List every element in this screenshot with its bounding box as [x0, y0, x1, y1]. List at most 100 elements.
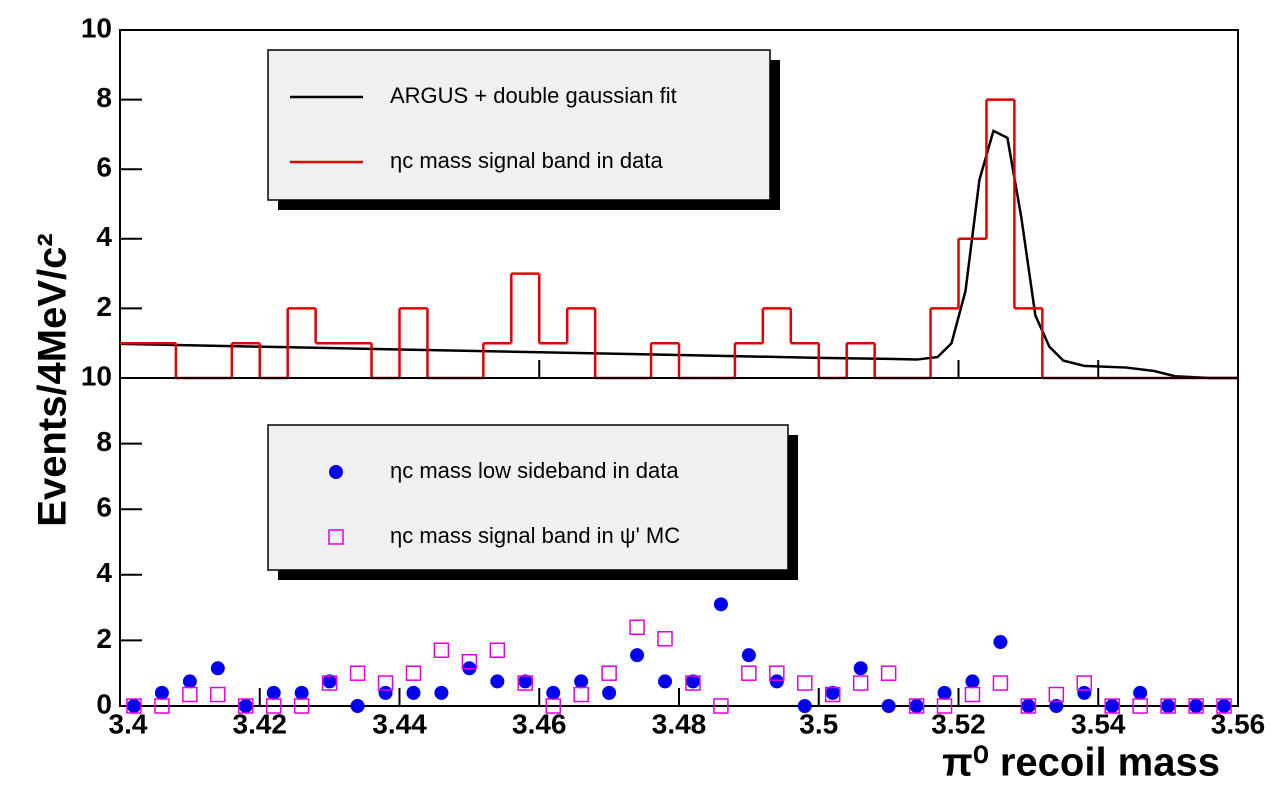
point	[741, 665, 757, 681]
legend-swatch	[328, 529, 344, 545]
y-axis-title: Events/4MeV/c²	[31, 233, 75, 526]
x-tick-label: 3.5	[799, 708, 838, 739]
point	[461, 653, 478, 670]
point	[433, 642, 450, 658]
point	[126, 699, 141, 713]
point	[1161, 699, 1176, 713]
point	[853, 661, 868, 676]
point	[349, 665, 366, 681]
y-tick-label: 10	[81, 12, 112, 43]
point	[294, 685, 309, 700]
point	[1216, 698, 1232, 714]
point	[266, 685, 281, 700]
y-tick-label: 8	[96, 426, 112, 457]
point	[908, 698, 925, 714]
point	[601, 665, 617, 681]
point	[378, 685, 393, 700]
point	[1217, 699, 1232, 713]
y-tick-label: 2	[96, 291, 112, 322]
point	[657, 631, 673, 647]
point	[1104, 698, 1120, 714]
x-tick-label: 3.44	[372, 708, 427, 739]
point	[993, 635, 1008, 650]
point	[713, 597, 728, 612]
legend-label: ηc mass signal band in data	[390, 148, 663, 173]
point	[406, 685, 421, 700]
point	[852, 675, 869, 691]
point	[210, 661, 225, 676]
point	[321, 675, 338, 691]
point	[909, 699, 924, 713]
point	[769, 674, 784, 689]
point	[238, 699, 253, 713]
y-tick-label: 0	[96, 688, 112, 719]
point	[322, 674, 337, 689]
legend	[267, 49, 771, 201]
point	[685, 675, 701, 691]
y-tick-label: 8	[96, 82, 112, 113]
point	[992, 675, 1009, 691]
point	[1020, 698, 1037, 714]
point	[937, 685, 952, 700]
point	[881, 699, 896, 713]
point	[405, 665, 422, 681]
point	[517, 675, 534, 691]
point	[546, 685, 561, 700]
point	[797, 675, 813, 691]
point	[1021, 699, 1036, 713]
point	[685, 674, 700, 689]
point	[573, 686, 589, 703]
legend-swatch	[329, 465, 343, 479]
point	[936, 698, 953, 714]
point	[964, 686, 981, 703]
point	[265, 698, 282, 714]
point	[293, 698, 310, 714]
point	[489, 642, 506, 658]
x-tick-label: 3.48	[652, 708, 707, 739]
point	[1076, 675, 1093, 691]
point	[350, 699, 365, 713]
point	[1189, 699, 1204, 713]
legend-label: ηc mass low sideband in data	[390, 458, 679, 483]
x-axis-title: π⁰ recoil mass	[942, 741, 1220, 785]
point	[825, 685, 840, 700]
point	[1133, 685, 1148, 700]
point	[769, 665, 785, 681]
point	[154, 698, 170, 714]
point	[154, 685, 169, 700]
point	[741, 648, 756, 663]
point	[658, 674, 673, 689]
point	[182, 674, 197, 689]
point	[238, 698, 254, 714]
y-tick-label: 6	[96, 492, 112, 523]
y-tick-label: 4	[96, 221, 112, 252]
point	[713, 698, 729, 714]
y-tick-label: 10	[81, 360, 112, 391]
y-tick-label: 4	[96, 557, 112, 588]
point	[1048, 686, 1065, 703]
y-tick-label: 2	[96, 623, 112, 654]
point	[1105, 699, 1120, 713]
point	[1160, 698, 1176, 714]
legend-label: ARGUS + double gaussian fit	[390, 83, 677, 108]
point	[490, 674, 505, 689]
point	[126, 698, 142, 714]
legend	[267, 424, 789, 571]
point	[880, 665, 897, 681]
legend-label: ηc mass signal band in ψ' MC	[390, 523, 680, 548]
y-tick-label: 6	[96, 152, 112, 183]
point	[629, 619, 645, 636]
point	[1188, 698, 1204, 714]
point	[434, 685, 449, 700]
point	[210, 686, 226, 703]
point	[797, 699, 812, 713]
point	[1049, 699, 1064, 713]
point	[377, 675, 394, 691]
point	[182, 686, 198, 703]
point	[824, 686, 841, 703]
point	[602, 685, 617, 700]
point	[1077, 685, 1092, 700]
point	[965, 674, 980, 689]
point	[630, 648, 645, 663]
